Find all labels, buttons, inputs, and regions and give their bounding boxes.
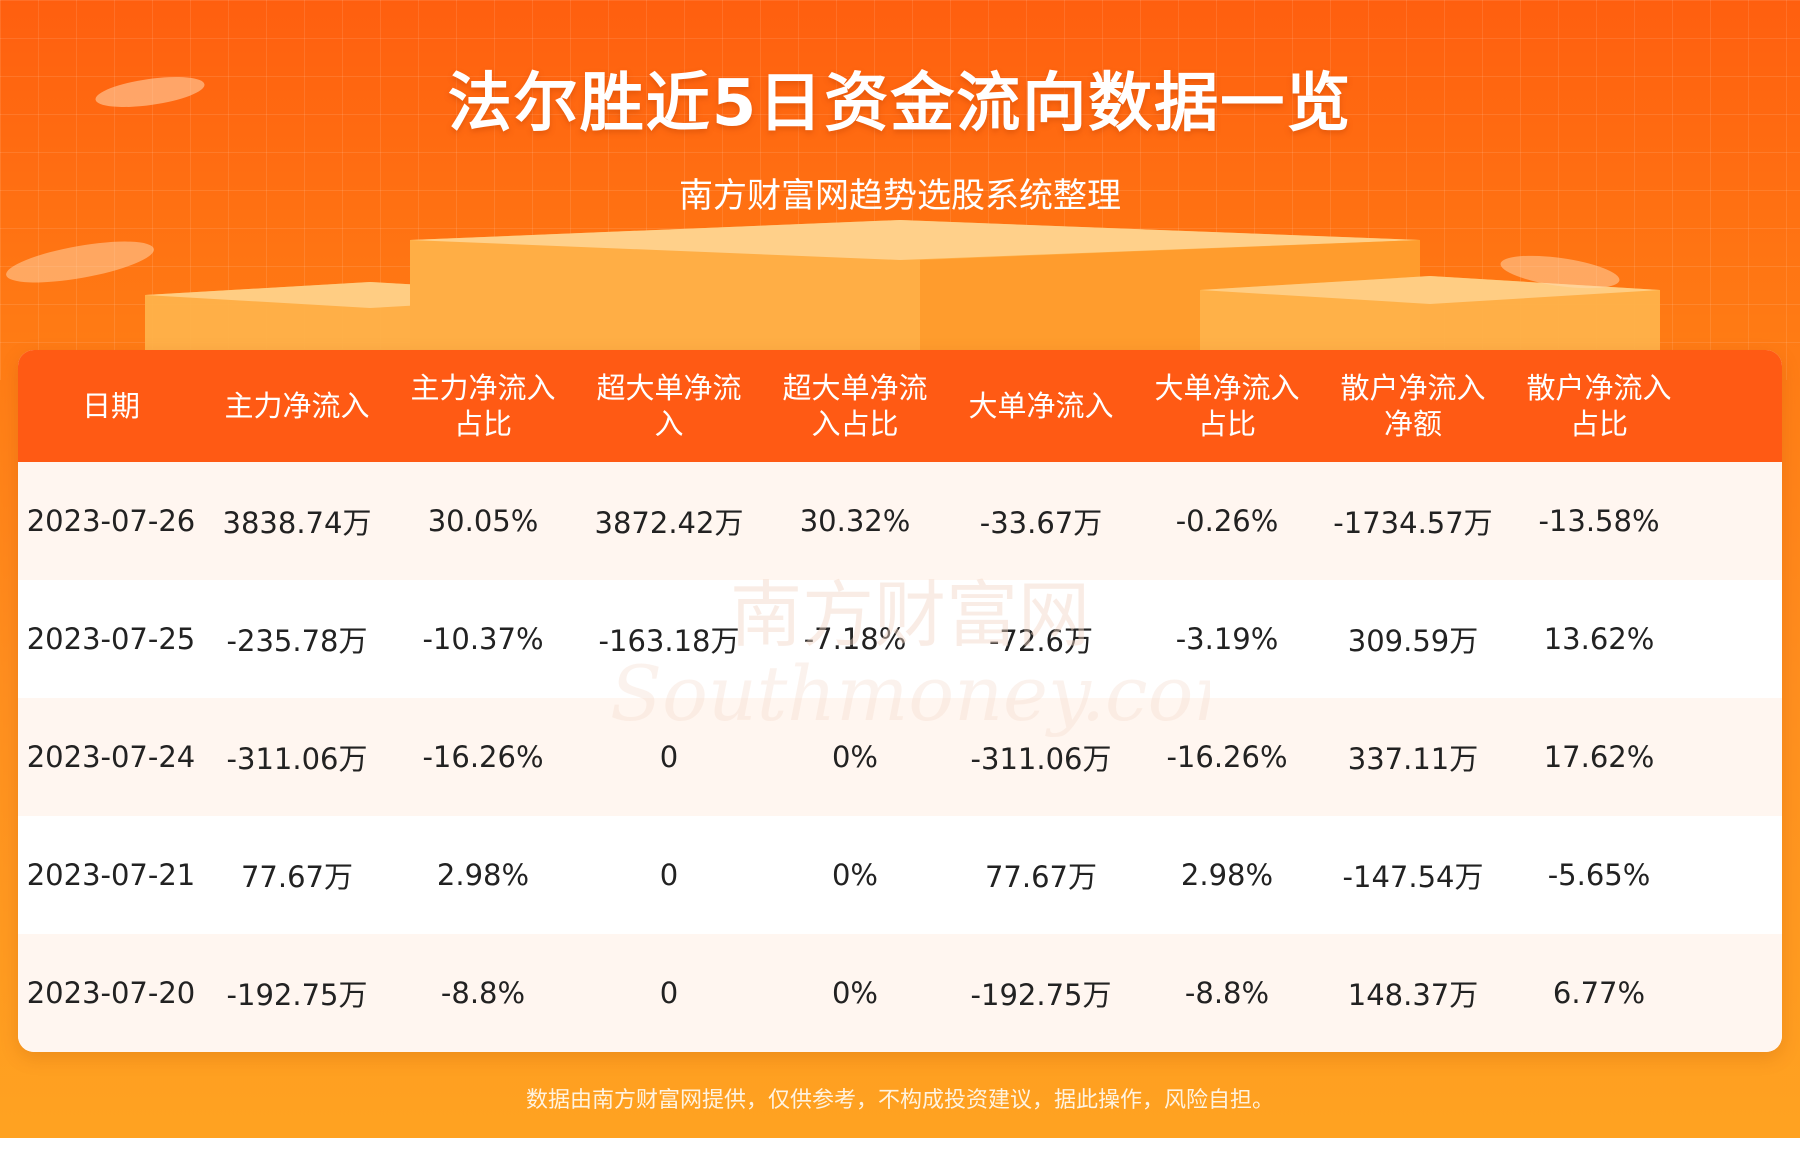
table-cell: 337.11万 bbox=[1347, 742, 1479, 776]
table-cell: -235.78万 bbox=[226, 624, 368, 658]
table-cell: 0 bbox=[659, 858, 679, 892]
table-cell: -16.26% bbox=[1166, 740, 1288, 774]
table-cell: 0% bbox=[831, 740, 878, 774]
column-header-5: 大单净流入 bbox=[968, 389, 1114, 423]
table-row: 2023-07-25 -235.78万 -10.37% -163.18万 -7.18% -… bbox=[18, 580, 1782, 698]
table-cell: -10.37% bbox=[422, 622, 544, 656]
table-row: 2023-07-24 -311.06万 -16.26% 0 0% -311.06万 -16.… bbox=[18, 698, 1782, 816]
table-cell: -192.75万 bbox=[226, 978, 368, 1012]
column-header-7: 散户净流入 净额 bbox=[1340, 371, 1486, 441]
table-cell: 13.62% bbox=[1543, 622, 1655, 656]
table-cell: 2.98% bbox=[436, 858, 530, 892]
table-cell: 2023-07-26 bbox=[26, 504, 196, 538]
table-cell: -33.67万 bbox=[979, 506, 1103, 540]
data-table: 日期 主力净流入 主力净流入 占比 超大单净流 入超大单净流 入占比 大单净流入 大单净流… bbox=[18, 350, 1782, 1052]
table-cell: 77.67万 bbox=[984, 860, 1098, 894]
table-cell: 2023-07-24 bbox=[26, 740, 196, 774]
table-cell: -7.18% bbox=[803, 622, 907, 656]
table-cell: -13.58% bbox=[1538, 504, 1660, 538]
table-cell: 2023-07-21 bbox=[26, 858, 196, 892]
table-cell: 0 bbox=[659, 976, 679, 1010]
table-cell: -16.26% bbox=[422, 740, 544, 774]
table-cell: 309.59万 bbox=[1347, 624, 1479, 658]
table-body: 2023-07-26 3838.74万 30.05% 3872.42万 30.32% -3… bbox=[18, 462, 1782, 1052]
table-cell: -8.8% bbox=[1184, 976, 1270, 1010]
table-header: 日期 主力净流入 主力净流入 占比 超大单净流 入超大单净流 入占比 大单净流入 大单净流… bbox=[18, 350, 1782, 462]
table-cell: -3.19% bbox=[1175, 622, 1279, 656]
table-row: 2023-07-20 -192.75万 -8.8% 0 0% -192.75万 -8.8% 1… bbox=[18, 934, 1782, 1052]
table-cell: -192.75万 bbox=[970, 978, 1112, 1012]
column-header-6: 大单净流入 占比 bbox=[1154, 371, 1300, 441]
table-cell: -147.54万 bbox=[1342, 860, 1484, 894]
table-row: 2023-07-26 3838.74万 30.05% 3872.42万 30.32% -3… bbox=[18, 462, 1782, 580]
column-header-4: 超大单净流 入占比 bbox=[782, 371, 928, 441]
table-cell: -311.06万 bbox=[970, 742, 1112, 776]
table-cell: 3872.42万 bbox=[594, 506, 744, 540]
table-row: 2023-07-21 77.67万 2.98% 0 0% 77.67万 2.98% -147.… bbox=[18, 816, 1782, 934]
table-cell: 148.37万 bbox=[1347, 978, 1479, 1012]
table-cell: -1734.57万 bbox=[1333, 506, 1493, 540]
table-cell: 6.77% bbox=[1552, 976, 1646, 1010]
table-cell: 30.32% bbox=[799, 504, 911, 538]
table-cell: 2023-07-25 bbox=[26, 622, 196, 656]
page-title: 法尔胜近5日资金流向数据一览 bbox=[447, 67, 1353, 141]
column-header-8: 散户净流入 占比 bbox=[1526, 371, 1672, 441]
table-cell: -163.18万 bbox=[598, 624, 740, 658]
table-cell: 2.98% bbox=[1180, 858, 1274, 892]
page-subtitle: 南方财富网趋势选股系统整理 bbox=[679, 176, 1121, 216]
table-cell: -311.06万 bbox=[226, 742, 368, 776]
table-cell: -5.65% bbox=[1547, 858, 1651, 892]
table-cell: 77.67万 bbox=[240, 860, 354, 894]
column-header-3: 超大单净流 入 bbox=[596, 371, 742, 441]
column-header-2: 主力净流入 占比 bbox=[410, 371, 556, 441]
table-cell: 0% bbox=[831, 858, 878, 892]
table-cell: -8.8% bbox=[440, 976, 526, 1010]
table-cell: -0.26% bbox=[1175, 504, 1279, 538]
column-header-1: 主力净流入 bbox=[224, 389, 370, 423]
footer-disclaimer: 数据由南方财富网提供，仅供参考，不构成投资建议，据此操作，风险自担。 bbox=[525, 1088, 1274, 1113]
table-cell: -72.6万 bbox=[988, 624, 1094, 658]
table-cell: 2023-07-20 bbox=[26, 976, 196, 1010]
bottom-strip bbox=[0, 1138, 1800, 1150]
table-cell: 0 bbox=[659, 740, 679, 774]
column-header-0: 日期 bbox=[81, 389, 140, 423]
table-cell: 3838.74万 bbox=[222, 506, 372, 540]
table-cell: 17.62% bbox=[1543, 740, 1655, 774]
table-cell: 0% bbox=[831, 976, 878, 1010]
table-cell: 30.05% bbox=[427, 504, 539, 538]
